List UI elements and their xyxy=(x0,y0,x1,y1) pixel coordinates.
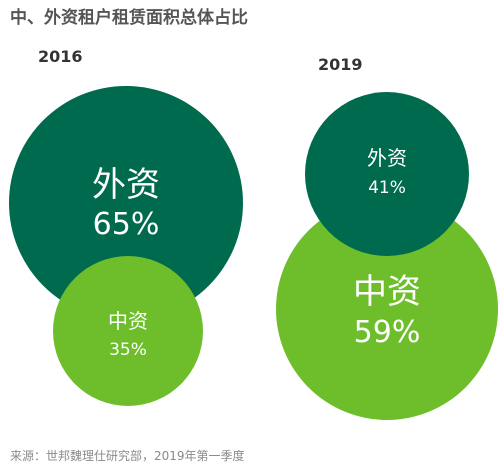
bubble-2016-domestic xyxy=(53,256,203,406)
label-2019-domestic-name: 中资 xyxy=(353,272,421,312)
source-note: 来源：世邦魏理仕研究部，2019年第一季度 xyxy=(10,448,245,463)
year-label-2016: 2016 xyxy=(38,47,83,66)
label-2016-foreign-pct: 65% xyxy=(93,207,160,242)
label-2016-domestic-name: 中资 xyxy=(108,309,148,333)
label-2016-domestic-pct: 35% xyxy=(109,340,147,360)
label-2016-foreign-name: 外资 xyxy=(92,165,160,205)
label-2019-foreign-pct: 41% xyxy=(368,178,406,198)
bubble-2016-foreign xyxy=(9,86,243,320)
label-2019-foreign-name: 外资 xyxy=(367,146,407,170)
label-2019-domestic-pct: 59% xyxy=(354,315,421,350)
bubble-2019-foreign xyxy=(305,92,469,256)
year-label-2019: 2019 xyxy=(318,55,363,74)
bubble-2019-domestic xyxy=(276,198,498,420)
chart-title: 中、外资租户租赁面积总体占比 xyxy=(10,7,248,28)
